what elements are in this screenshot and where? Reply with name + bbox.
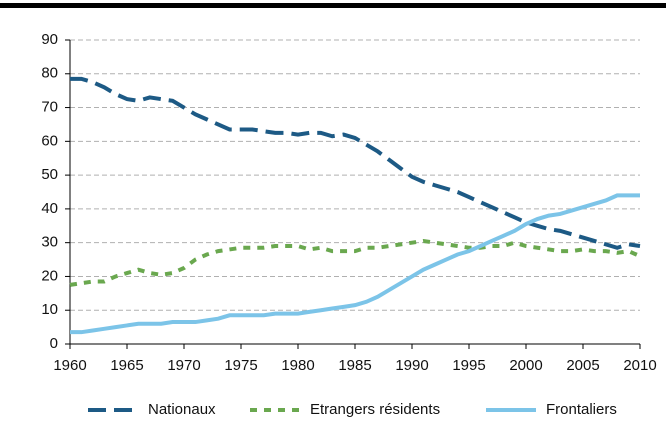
y-tick-label: 0 [50,335,58,352]
x-tick-label: 1975 [224,357,257,374]
y-tick-label: 70 [41,99,58,116]
x-tick-label: 2010 [623,357,656,374]
top-rule [0,3,666,8]
legend-label: Frontaliers [546,401,617,418]
y-tick-label: 20 [41,267,58,284]
x-tick-label: 1995 [452,357,485,374]
y-tick-label: 40 [41,200,58,217]
legend-label: Etrangers résidents [310,401,440,418]
y-tick-label: 60 [41,132,58,149]
x-tick-label: 1990 [395,357,428,374]
series-line [69,238,641,287]
legend-label: Nationaux [148,401,216,418]
y-tick-label: 50 [41,166,58,183]
x-tick-label: 1960 [53,357,86,374]
x-tick-label: 1985 [338,357,371,374]
x-tick-label: 2005 [566,357,599,374]
series-line [70,193,640,335]
x-tick-label: 1965 [110,357,143,374]
x-tick-label: 1980 [281,357,314,374]
y-tick-label: 10 [41,301,58,318]
y-tick-label: 80 [41,65,58,82]
y-tick-label: 30 [41,234,58,251]
x-tick-label: 2000 [509,357,542,374]
y-tick-label: 90 [41,31,58,48]
series-line [70,76,641,250]
x-tick-label: 1970 [167,357,200,374]
